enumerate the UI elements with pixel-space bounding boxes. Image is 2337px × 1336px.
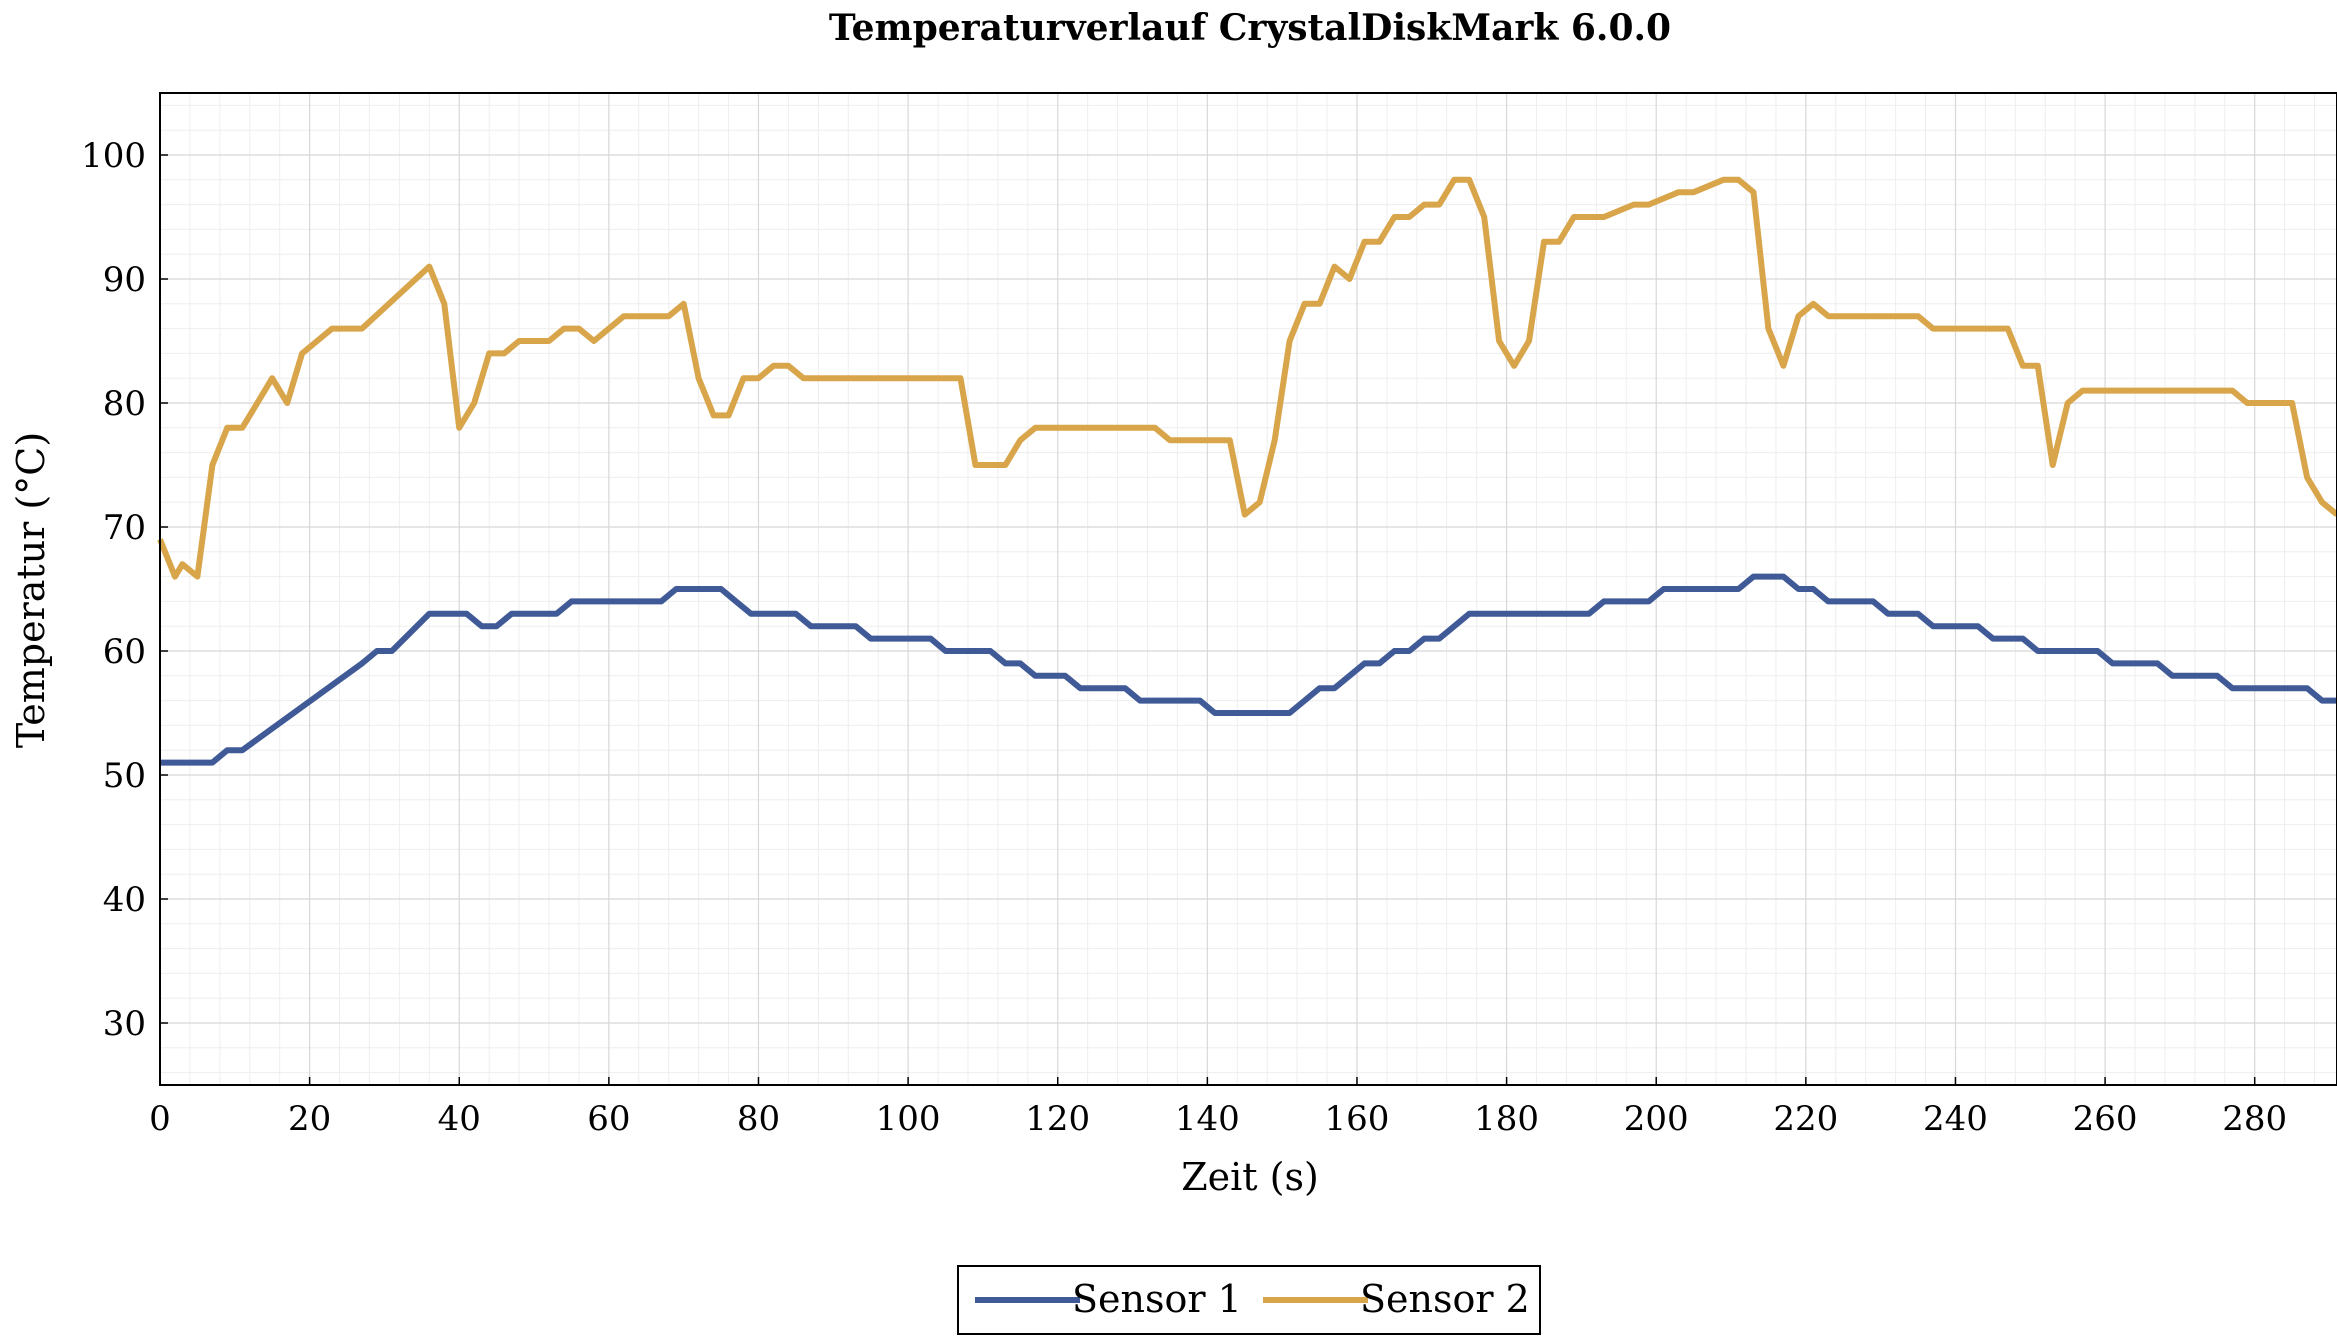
x-tick-label: 160 — [1325, 1099, 1390, 1139]
grid — [159, 93, 2337, 1085]
y-tick-label: 50 — [103, 756, 146, 796]
x-tick-label: 280 — [2222, 1099, 2287, 1139]
y-tick-label: 90 — [103, 260, 146, 300]
legend: Sensor 1 Sensor 2 — [957, 1265, 1541, 1335]
x-tick-label: 180 — [1474, 1099, 1539, 1139]
x-tick-label: 80 — [737, 1099, 780, 1139]
x-tick-label: 240 — [1923, 1099, 1988, 1139]
chart-title: Temperaturverlauf CrystalDiskMark 6.0.0 — [829, 7, 1671, 49]
x-tick-label: 220 — [1773, 1099, 1838, 1139]
y-tick-label: 100 — [81, 136, 146, 176]
legend-label-sensor-2: Sensor 2 — [1360, 1277, 1530, 1321]
x-axis-label: Zeit (s) — [1181, 1155, 1319, 1199]
x-tick-label: 200 — [1624, 1099, 1689, 1139]
x-tick-label: 140 — [1175, 1099, 1240, 1139]
x-tick-label: 20 — [288, 1099, 331, 1139]
axis-ticks: 0 20 40 60 80 100 120 140 160 180 200 220 240 260 280 3… — [81, 136, 2287, 1139]
series-line-sensor-2 — [157, 176, 2337, 580]
series-lines — [157, 176, 2337, 766]
plot-frame — [159, 92, 2337, 1086]
x-tick-label: 0 — [149, 1099, 171, 1139]
y-tick-label: 40 — [103, 880, 146, 920]
x-tick-label: 60 — [587, 1099, 630, 1139]
x-tick-label: 40 — [438, 1099, 481, 1139]
legend-label-sensor-1: Sensor 1 — [1072, 1277, 1242, 1321]
x-tick-label: 260 — [2073, 1099, 2138, 1139]
y-tick-label: 30 — [103, 1004, 146, 1044]
y-axis-label: Temperatur (°C) — [9, 432, 53, 748]
y-tick-label: 80 — [103, 384, 146, 424]
x-tick-label: 120 — [1025, 1099, 1090, 1139]
y-tick-label: 60 — [103, 632, 146, 672]
series-line-sensor-1 — [160, 573, 2337, 766]
y-tick-label: 70 — [103, 508, 146, 548]
x-tick-label: 100 — [876, 1099, 941, 1139]
